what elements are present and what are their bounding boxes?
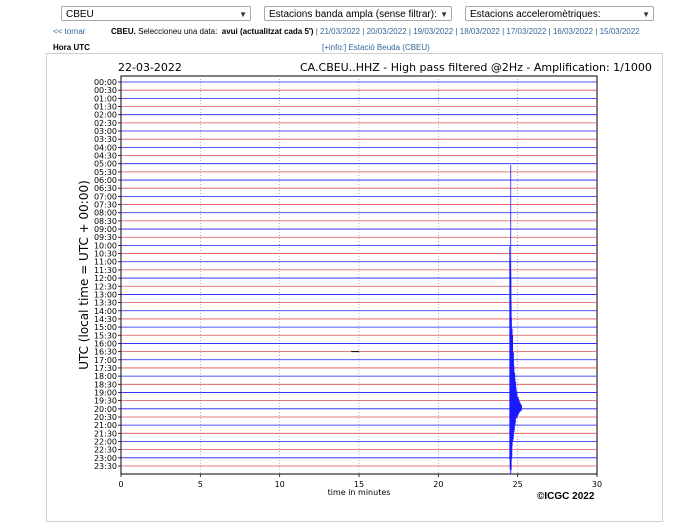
chart-date: 22-03-2022 [118, 61, 182, 74]
date-link[interactable]: 15/03/2022 [599, 27, 640, 36]
date-prompt: Seleccioneu una data: [138, 27, 218, 36]
y-tick-label: 02:30 [94, 119, 117, 128]
y-tick-label: 10:30 [94, 250, 117, 259]
y-tick-label: 14:00 [94, 307, 117, 316]
broadband-select[interactable]: Estacions banda ampla (sense filtrar): ▼ [264, 6, 452, 21]
x-tick-label: 0 [118, 480, 123, 489]
y-tick-label: 21:30 [94, 429, 117, 438]
x-tick-label: 25 [513, 480, 523, 489]
copyright: ©ICGC 2022 [537, 491, 595, 502]
y-tick-label: 00:30 [94, 86, 117, 95]
station-select[interactable]: CBEU ▼ [61, 6, 251, 21]
y-tick-label: 06:30 [94, 184, 117, 193]
y-tick-label: 22:00 [94, 437, 117, 446]
y-tick-label: 18:00 [94, 372, 117, 381]
y-tick-label: 05:30 [94, 168, 117, 177]
y-tick-label: 13:30 [94, 299, 117, 308]
y-tick-label: 08:30 [94, 217, 117, 226]
y-tick-label: 03:30 [94, 135, 117, 144]
y-tick-label: 18:30 [94, 380, 117, 389]
date-selector: CBEU. Seleccioneu una data: avui (actual… [111, 27, 640, 36]
y-tick-label: 20:30 [94, 413, 117, 422]
y-tick-label: 15:00 [94, 323, 117, 332]
y-tick-label: 02:00 [94, 111, 117, 120]
y-tick-label: 12:30 [94, 282, 117, 291]
y-tick-label: 13:00 [94, 290, 117, 299]
y-tick-label: 19:30 [94, 397, 117, 406]
chevron-down-icon: ▼ [239, 10, 247, 19]
y-axis-label: UTC (local time = UTC + 00:00) [77, 180, 91, 370]
current-date-label: avui (actualitzat cada 5') [221, 27, 314, 36]
y-tick-label: 19:00 [94, 388, 117, 397]
y-tick-label: 23:30 [94, 462, 117, 471]
y-tick-label: 11:30 [94, 266, 117, 275]
y-tick-label: 17:00 [94, 356, 117, 365]
chart-title: CA.CBEU..HHZ - High pass filtered @2Hz -… [300, 61, 652, 74]
date-bar: << tornar CBEU. Seleccioneu una data: av… [0, 27, 680, 39]
y-tick-label: 07:00 [94, 192, 117, 201]
y-tick-label: 10:00 [94, 241, 117, 250]
y-tick-label: 09:00 [94, 225, 117, 234]
accelerometer-select[interactable]: Estacions acceleromètriques: ▼ [465, 6, 654, 21]
date-link[interactable]: 18/03/2022 [459, 27, 500, 36]
station-code: CBEU. [111, 27, 136, 36]
x-tick-label: 30 [592, 480, 602, 489]
y-tick-label: 21:00 [94, 421, 117, 430]
y-tick-label: 08:00 [94, 209, 117, 218]
y-tick-label: 07:30 [94, 201, 117, 210]
chevron-down-icon: ▼ [642, 10, 650, 19]
station-info-link[interactable]: [+info:] Estació Beuda (CBEU) [322, 43, 430, 52]
utc-label: Hora UTC [53, 43, 90, 52]
y-tick-label: 01:30 [94, 103, 117, 112]
back-link[interactable]: << tornar [53, 27, 86, 36]
x-tick-label: 5 [198, 480, 203, 489]
date-link[interactable]: 17/03/2022 [506, 27, 547, 36]
y-tick-label: 22:30 [94, 446, 117, 455]
y-tick-label: 04:00 [94, 143, 117, 152]
chevron-down-icon: ▼ [440, 10, 448, 19]
event-waveform [509, 246, 522, 473]
x-tick-label: 10 [275, 480, 285, 489]
station-select-value: CBEU [66, 9, 94, 20]
y-tick-label: 04:30 [94, 152, 117, 161]
y-tick-label: 14:30 [94, 315, 117, 324]
x-tick-label: 20 [433, 480, 443, 489]
broadband-select-value: Estacions banda ampla (sense filtrar): [269, 9, 437, 20]
y-tick-label: 00:00 [94, 78, 117, 87]
y-tick-label: 12:00 [94, 274, 117, 283]
accelerometer-select-value: Estacions acceleromètriques: [470, 9, 601, 20]
x-axis-label: time in minutes [328, 488, 391, 497]
seismogram-frame [46, 53, 663, 522]
y-tick-label: 16:00 [94, 339, 117, 348]
date-link[interactable]: 19/03/2022 [413, 27, 454, 36]
y-tick-label: 01:00 [94, 94, 117, 103]
y-tick-label: 16:30 [94, 348, 117, 357]
date-link[interactable]: 21/03/2022 [320, 27, 361, 36]
y-tick-label: 17:30 [94, 364, 117, 373]
y-tick-label: 11:00 [94, 258, 117, 267]
y-tick-label: 20:00 [94, 405, 117, 414]
date-link[interactable]: 20/03/2022 [366, 27, 407, 36]
date-link[interactable]: 16/03/2022 [552, 27, 594, 36]
y-tick-label: 06:00 [94, 176, 117, 185]
y-tick-label: 15:30 [94, 331, 117, 340]
y-tick-label: 03:00 [94, 127, 117, 136]
y-tick-label: 09:30 [94, 233, 117, 242]
x-tick-label: 15 [354, 480, 364, 489]
y-tick-label: 05:00 [94, 160, 117, 169]
y-tick-label: 23:00 [94, 454, 117, 463]
